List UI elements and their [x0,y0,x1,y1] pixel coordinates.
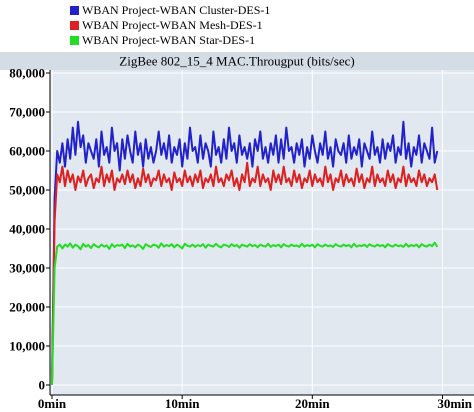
x-tick-label: 0min [38,396,67,411]
series-layer [51,120,439,386]
x-tick-label: 20min [295,396,330,411]
series-line [51,161,439,386]
y-tick-label: 20,000 [9,300,45,315]
x-tick-label: 10min [165,396,200,411]
y-tick-label: 30,000 [9,261,45,276]
title-bar [0,52,474,70]
y-tick-label: 80,000 [9,66,45,81]
x-axis: 0min 10min 20min 30min [38,70,474,411]
chart-title: ZigBee 802_15_4 MAC.Througput (bits/sec) [119,54,354,69]
y-tick-label: 10,000 [9,339,45,354]
series-line [51,241,439,386]
legend-swatch [70,21,79,30]
legend-label: WBAN Project-WBAN Mesh-DES-1 [82,18,263,32]
y-tick-label: 60,000 [9,144,45,159]
legend-label: WBAN Project-WBAN Cluster-DES-1 [82,3,270,17]
y-tick-label: 0 [39,378,46,393]
y-axis: 0 10,000 20,000 30,000 40,000 50,000 60,000 70,… [9,66,50,393]
x-tick-label: 30min [437,396,472,411]
y-tick-label: 70,000 [9,105,45,120]
y-tick-label: 40,000 [9,222,45,237]
series-line [51,120,439,386]
y-tick-label: 50,000 [9,183,45,198]
legend-swatch [70,36,79,45]
legend-label: WBAN Project-WBAN Star-DES-1 [82,33,255,47]
legend-swatch [70,6,79,15]
